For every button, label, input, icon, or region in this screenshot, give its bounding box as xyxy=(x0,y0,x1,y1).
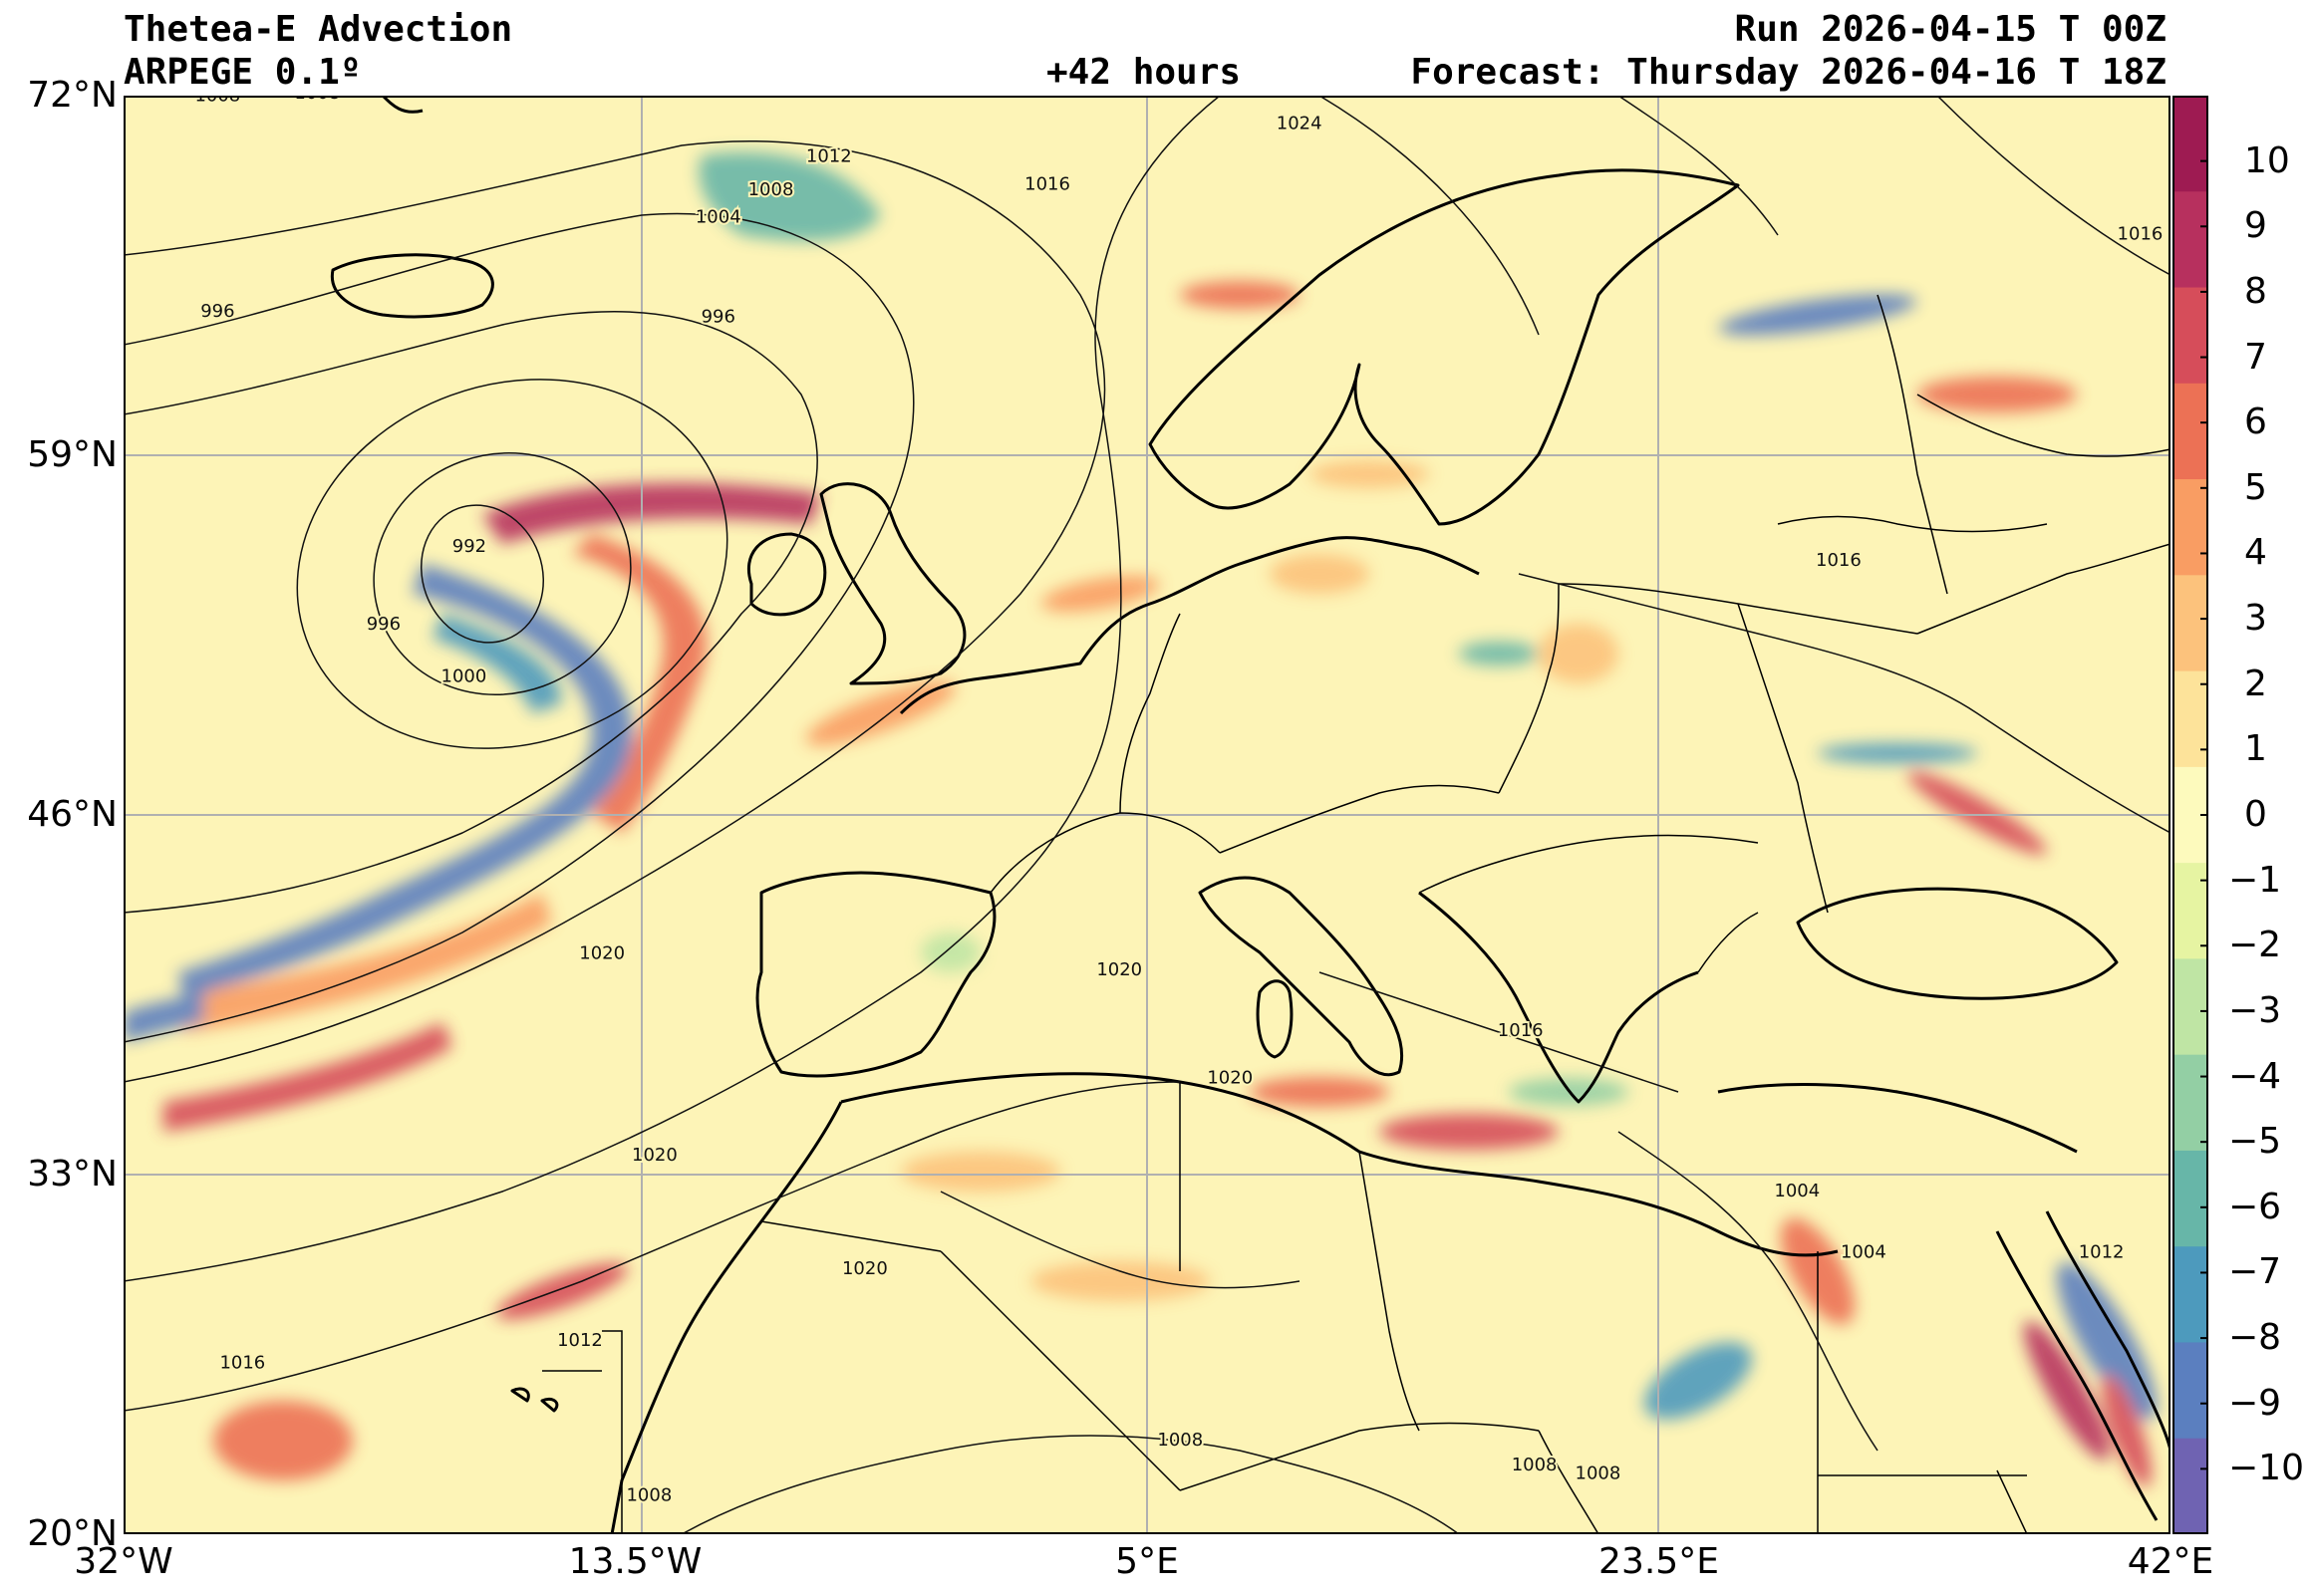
forecast-valid-label: Forecast: Thursday 2026-04-16 T 18Z xyxy=(1410,52,2167,93)
isobar-label: 1020 xyxy=(1207,1067,1253,1088)
isobar-label: 1004 xyxy=(696,207,741,228)
lon-tick-label: 5°E xyxy=(1115,1541,1179,1582)
isobar-label: 1000 xyxy=(441,666,487,687)
isobar-label: 1012 xyxy=(557,1330,603,1351)
lat-tick-label: 59°N xyxy=(27,434,118,475)
lat-tick-label: 20°N xyxy=(27,1513,118,1554)
colorbar-tick-label: −8 xyxy=(2228,1317,2282,1359)
colorbar-tick-label: 0 xyxy=(2244,794,2267,835)
colorbar-tick-label: 4 xyxy=(2244,532,2267,574)
colorbar-band xyxy=(2172,863,2208,959)
lat-tick-label: 72°N xyxy=(27,75,118,116)
isobar-label: 1008 xyxy=(748,179,794,200)
lat-tick-label: 46°N xyxy=(27,794,118,835)
colorbar xyxy=(2172,96,2208,1534)
isobar-label: 1016 xyxy=(1024,173,1070,194)
map-frame xyxy=(124,96,2170,1534)
isobar-label: 996 xyxy=(367,614,401,635)
lon-tick-label: 23.5°E xyxy=(1598,1541,1719,1582)
colorbar-tick-label: −5 xyxy=(2228,1121,2282,1163)
colorbar-band xyxy=(2172,191,2208,289)
colorbar-tick-label: 6 xyxy=(2244,401,2267,443)
isobar-label: 1020 xyxy=(842,1258,888,1279)
colorbar-tick-label: 1 xyxy=(2244,728,2267,770)
isobar-label: 1016 xyxy=(1816,550,1862,571)
lat-tick-label: 33°N xyxy=(27,1154,118,1195)
isobar-label: 992 xyxy=(452,536,486,557)
colorbar-tick-label: 9 xyxy=(2244,205,2267,247)
isobar-label: 1016 xyxy=(219,1352,265,1373)
colorbar-tick-label: −3 xyxy=(2228,989,2282,1031)
colorbar-band xyxy=(2172,958,2208,1056)
colorbar-tick-label: −6 xyxy=(2228,1186,2282,1227)
colorbar-band xyxy=(2172,96,2208,192)
colorbar-tick-label: −10 xyxy=(2228,1448,2304,1489)
colorbar-tick-label: −4 xyxy=(2228,1055,2282,1097)
isobar-label: 1020 xyxy=(1096,959,1142,980)
borders xyxy=(542,294,2170,1534)
colorbar-tick-label: 10 xyxy=(2244,139,2290,181)
lon-tick-label: 42°E xyxy=(2127,1541,2214,1582)
colorbar-tick-label: −9 xyxy=(2228,1382,2282,1424)
colorbar-band xyxy=(2172,670,2208,768)
isobar-label: 1008 xyxy=(1576,1463,1621,1483)
isobar-label: 996 xyxy=(200,301,234,322)
isobar-label: 1008 xyxy=(1512,1455,1558,1475)
isobar-label: 1020 xyxy=(632,1145,678,1166)
colorbar-band xyxy=(2172,1438,2208,1534)
colorbar-tick-label: 2 xyxy=(2244,663,2267,704)
isobar-label: 1012 xyxy=(806,146,852,167)
isobar-label: 1024 xyxy=(1277,113,1322,133)
isobars xyxy=(124,96,2170,1534)
lead-time-label: +42 hours xyxy=(1046,52,1242,93)
isobar-label: 1016 xyxy=(2118,223,2164,244)
map-title: Thetea-E Advection xyxy=(124,9,513,50)
lon-tick-label: 13.5°W xyxy=(568,1541,703,1582)
forecast-map: 1008 1008 1012 1008 1004 1016 1024 996 996 992 996… xyxy=(124,96,2170,1534)
colorbar-tick-label: 3 xyxy=(2244,598,2267,640)
colorbar-band xyxy=(2172,1246,2208,1343)
theta-e-advection-field xyxy=(124,151,2157,1487)
contour-labels: 1008 1008 1012 1008 1004 1016 1024 996 996 992 996… xyxy=(192,96,2165,1508)
isobar-label: 1008 xyxy=(1157,1430,1203,1451)
isobar-label: 1004 xyxy=(1774,1181,1820,1201)
colorbar-band xyxy=(2172,479,2208,576)
isobar-label: 1004 xyxy=(1841,1241,1886,1262)
run-label: Run 2026-04-15 T 00Z xyxy=(1734,9,2167,50)
isobar-label: 1020 xyxy=(579,942,625,963)
colorbar-band xyxy=(2172,383,2208,480)
colorbar-band xyxy=(2172,287,2208,385)
colorbar-tick-label: −7 xyxy=(2228,1251,2282,1293)
colorbar-tick-label: 5 xyxy=(2244,466,2267,508)
colorbar-tick-label: 8 xyxy=(2244,270,2267,312)
isobar-label: 1012 xyxy=(2079,1241,2125,1262)
isobar-label: 996 xyxy=(702,307,735,328)
colorbar-tick-label: −2 xyxy=(2228,925,2282,966)
colorbar-tick-label: −1 xyxy=(2228,859,2282,901)
coastlines xyxy=(330,96,2170,1534)
colorbar-tick-label: 7 xyxy=(2244,336,2267,378)
isobar-label: 1008 xyxy=(294,96,340,104)
model-label: ARPEGE 0.1º xyxy=(124,52,362,93)
colorbar-band xyxy=(2172,1054,2208,1152)
isobar-label: 1008 xyxy=(626,1485,672,1506)
isobar-label: 1016 xyxy=(1498,1020,1544,1041)
isobar-label: 1008 xyxy=(194,96,240,107)
colorbar-band xyxy=(2172,1150,2208,1247)
lon-tick-label: 32°W xyxy=(74,1541,173,1582)
colorbar-band xyxy=(2172,575,2208,672)
colorbar-band xyxy=(2172,1342,2208,1440)
